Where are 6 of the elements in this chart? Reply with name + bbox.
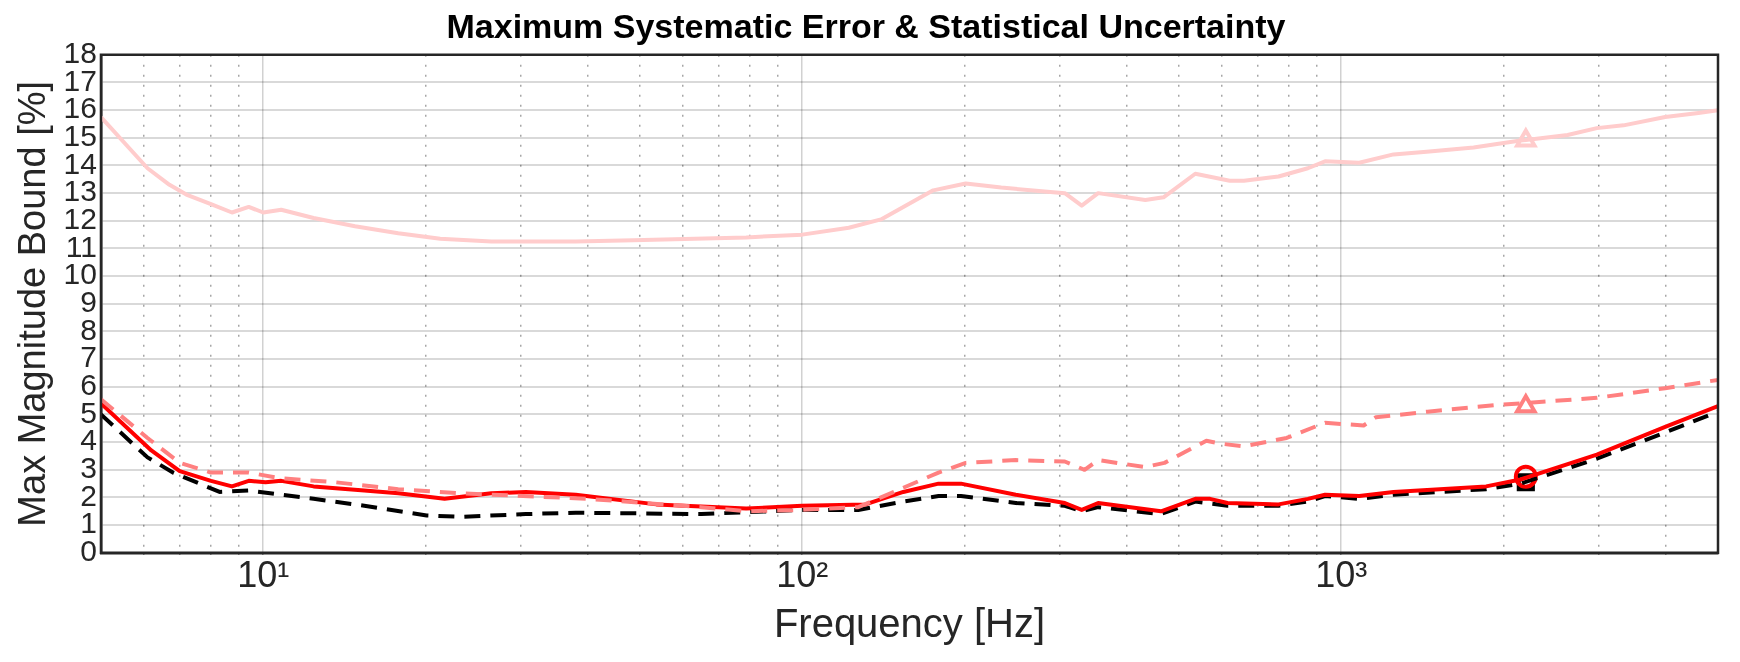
x-axis-title: Frequency [Hz]	[773, 601, 1046, 646]
x-tick-label: 10³	[1315, 554, 1368, 596]
x-tick-label: 10²	[776, 554, 829, 596]
y-axis-title: Max Magnitude Bound [%]	[11, 80, 54, 527]
chart-title: Maximum Systematic Error & Statistical Uncertainty	[446, 6, 1286, 45]
x-tick-label: 10¹	[237, 554, 290, 596]
